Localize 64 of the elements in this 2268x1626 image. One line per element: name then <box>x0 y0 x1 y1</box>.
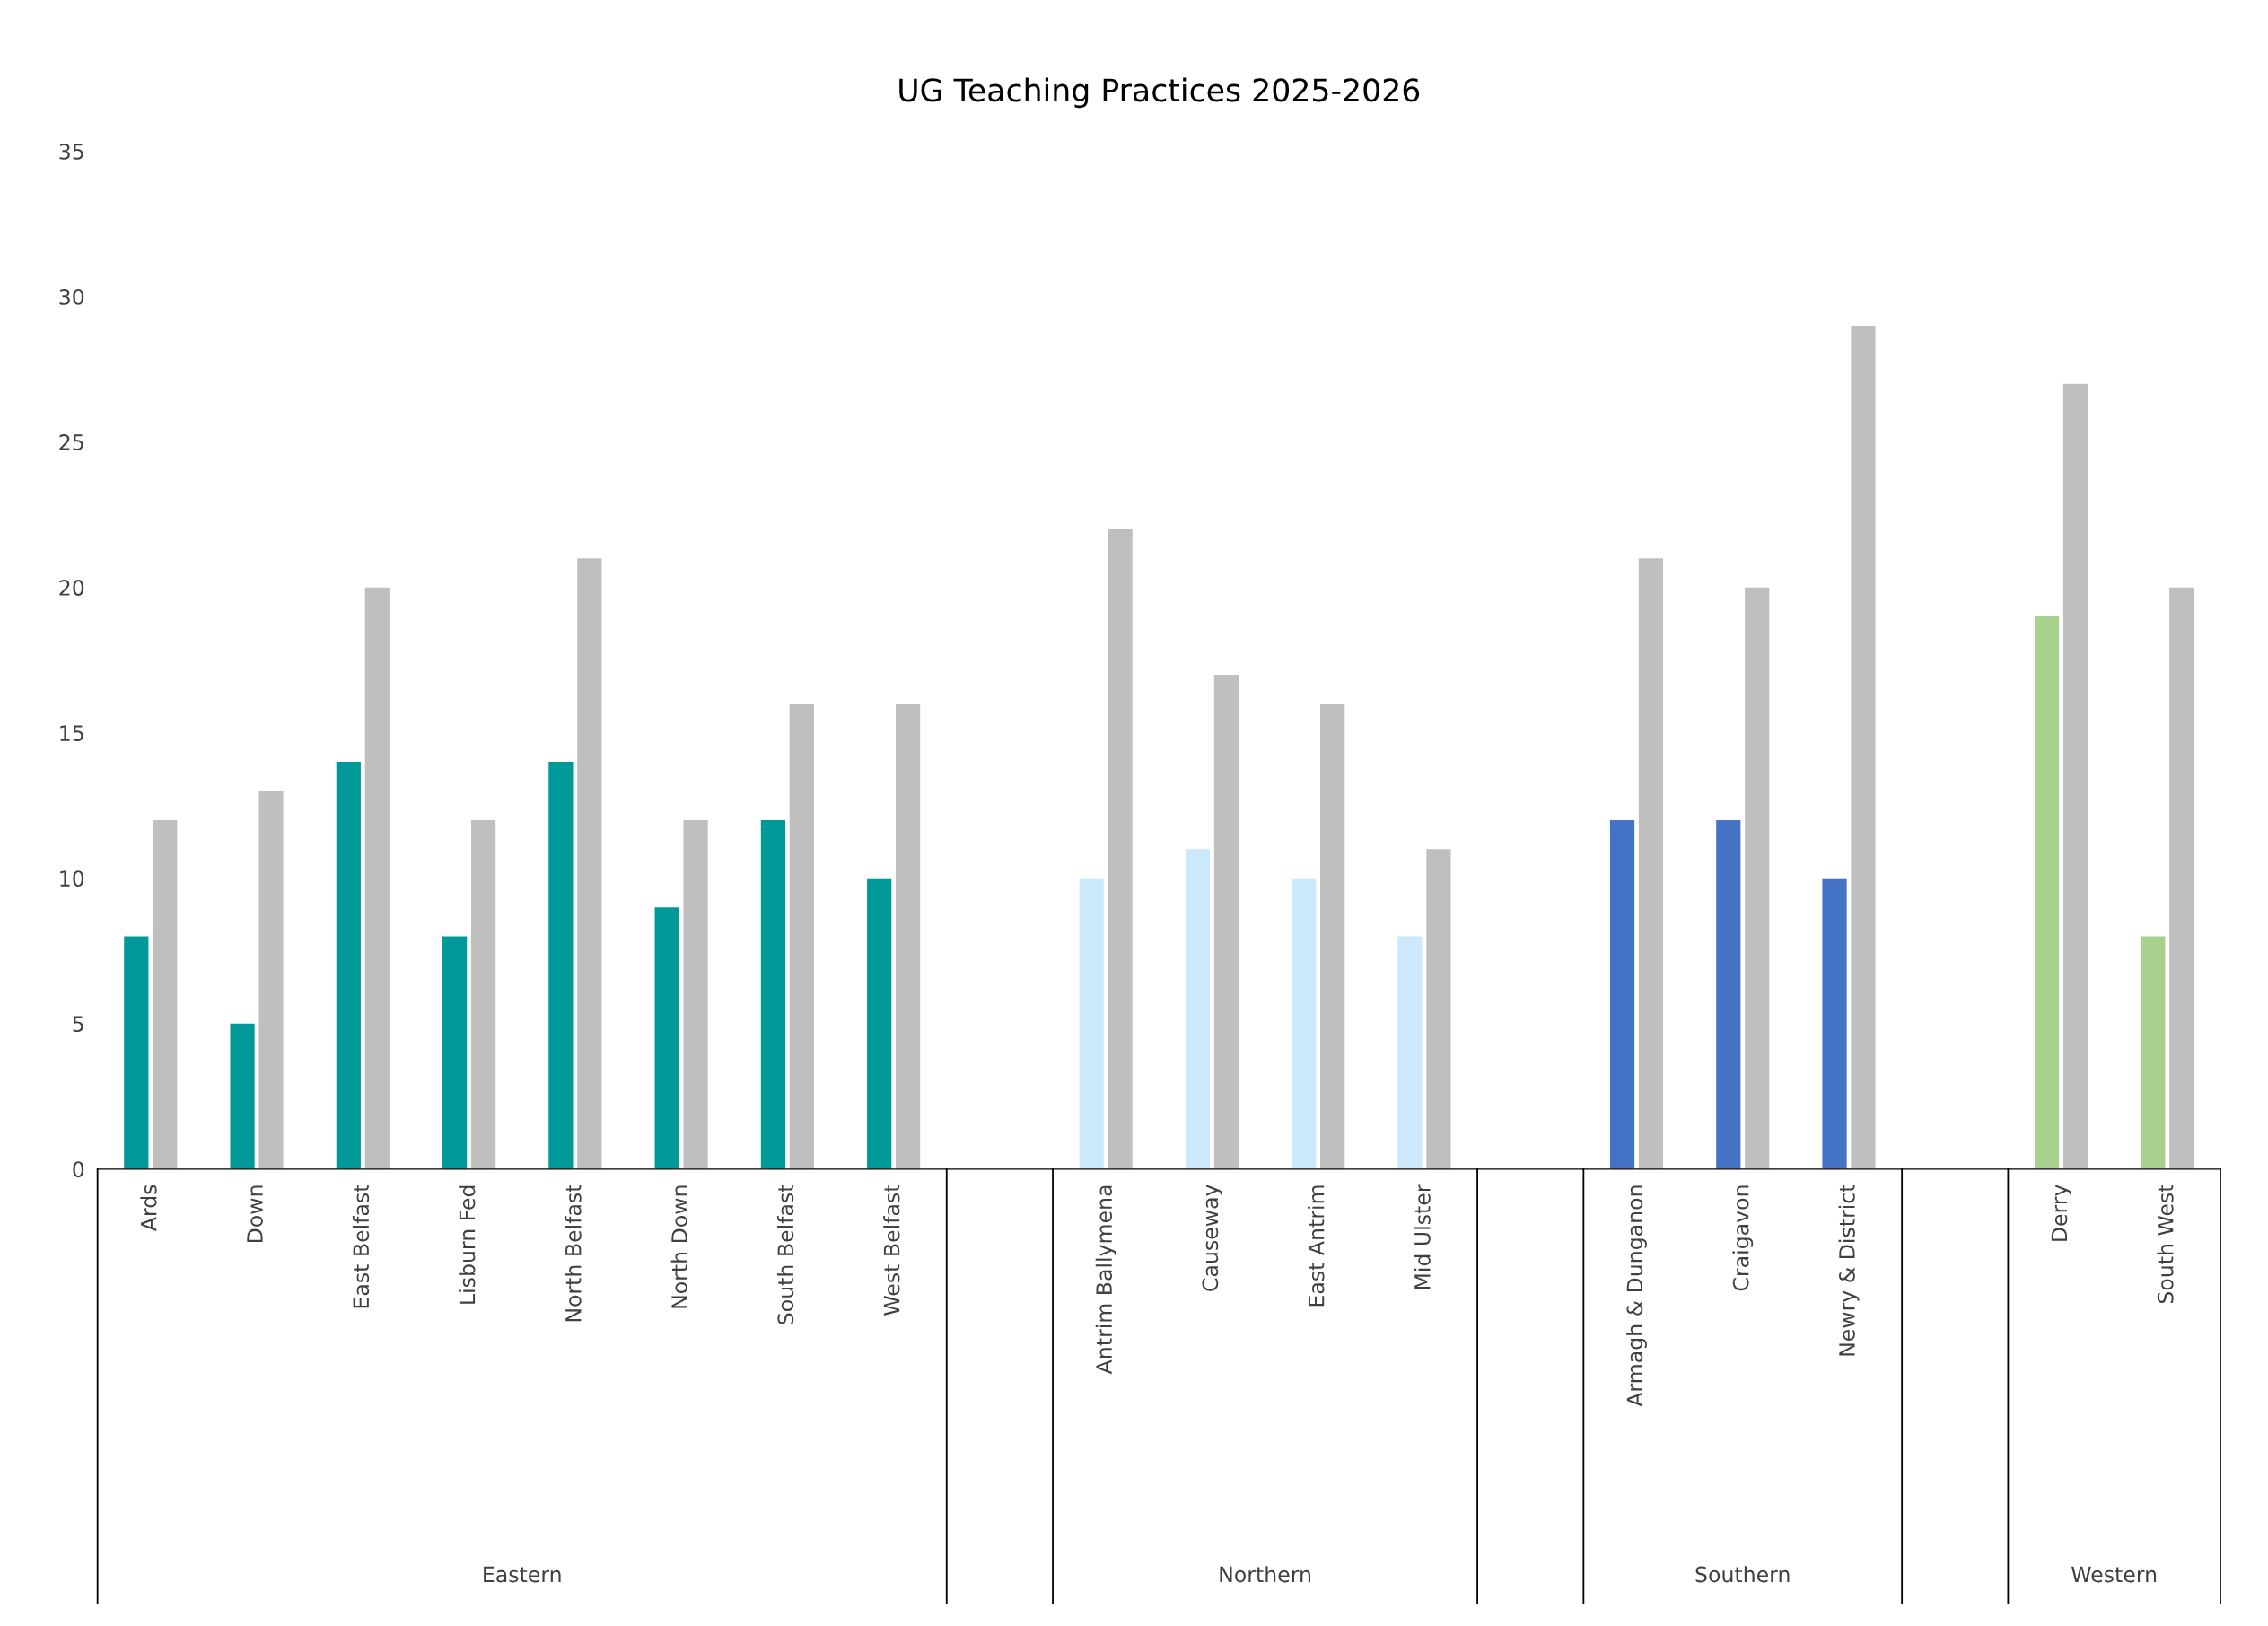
x-tick-label: North Down <box>670 1185 687 1308</box>
bar <box>124 936 149 1169</box>
bar <box>470 819 496 1169</box>
chart-title: UG Teaching Practices 2025-2026 <box>899 77 1420 109</box>
bar <box>2169 587 2194 1169</box>
bar <box>2141 936 2166 1169</box>
text: Eastern <box>484 1566 561 1583</box>
text: Southern <box>1695 1566 1790 1583</box>
y-tick-label: 5 <box>73 1016 83 1033</box>
bar <box>2062 383 2088 1169</box>
bar <box>1851 325 1876 1169</box>
x-tick-label: Lisburn Fed <box>459 1185 476 1304</box>
bar <box>1609 819 1635 1169</box>
bar <box>789 704 814 1169</box>
bar <box>153 819 178 1169</box>
bar <box>654 907 679 1169</box>
y-tick-label: 15 <box>60 725 83 741</box>
bar <box>683 819 708 1169</box>
x-tick-label: Causeway <box>1202 1185 1222 1291</box>
bar <box>1397 936 1423 1169</box>
text: Northern <box>1220 1566 1310 1583</box>
x-tick-label: North Belfast <box>565 1185 582 1322</box>
bar <box>1745 587 1770 1169</box>
x-tick-label: Antrim Ballymena <box>1095 1185 1116 1375</box>
bar <box>1320 704 1345 1169</box>
x-tick-label: Derry <box>2051 1185 2071 1241</box>
x-tick-label: South West <box>2157 1185 2174 1304</box>
bar <box>1079 878 1104 1169</box>
x-tick-label: Craigavon <box>1732 1185 1754 1291</box>
bar <box>442 936 468 1169</box>
bar <box>896 704 921 1169</box>
x-tick-label: South Belfast <box>776 1185 794 1324</box>
y-tick-label: 35 <box>59 143 83 160</box>
y-tick-label: 10 <box>60 870 84 887</box>
bar <box>1426 849 1451 1169</box>
x-tick-label: Down <box>247 1185 263 1243</box>
y-tick-label: 0 <box>73 1161 84 1178</box>
x-tick-label: East Belfast <box>352 1185 370 1308</box>
bar <box>336 762 361 1169</box>
bar <box>760 819 786 1169</box>
y-tick-label: 20 <box>59 580 84 596</box>
bar <box>1292 878 1317 1169</box>
bar <box>577 558 602 1169</box>
x-tick-label: Ards <box>140 1185 157 1232</box>
bar <box>1185 849 1211 1169</box>
x-tick-label: West Belfast <box>883 1185 900 1316</box>
x-tick-label: Armagh & Dunganon <box>1626 1185 1647 1407</box>
bar <box>364 587 390 1169</box>
bar <box>1716 819 1741 1169</box>
bar <box>1213 674 1239 1169</box>
y-tick-label: 30 <box>59 289 84 305</box>
x-tick-label: Mid Ulster <box>1414 1184 1431 1289</box>
x-tick-label: East Antrim <box>1308 1185 1325 1307</box>
text: Western <box>2071 1566 2157 1583</box>
x-tick-label: Newry & District <box>1838 1185 1860 1356</box>
bar <box>1638 558 1664 1169</box>
bar <box>2034 616 2060 1169</box>
bar <box>1108 529 1133 1169</box>
y-tick-label: 25 <box>59 434 83 450</box>
bar <box>258 791 284 1169</box>
bar <box>867 878 892 1169</box>
bar <box>548 762 574 1169</box>
bar <box>230 1023 255 1169</box>
bar <box>1822 878 1847 1169</box>
